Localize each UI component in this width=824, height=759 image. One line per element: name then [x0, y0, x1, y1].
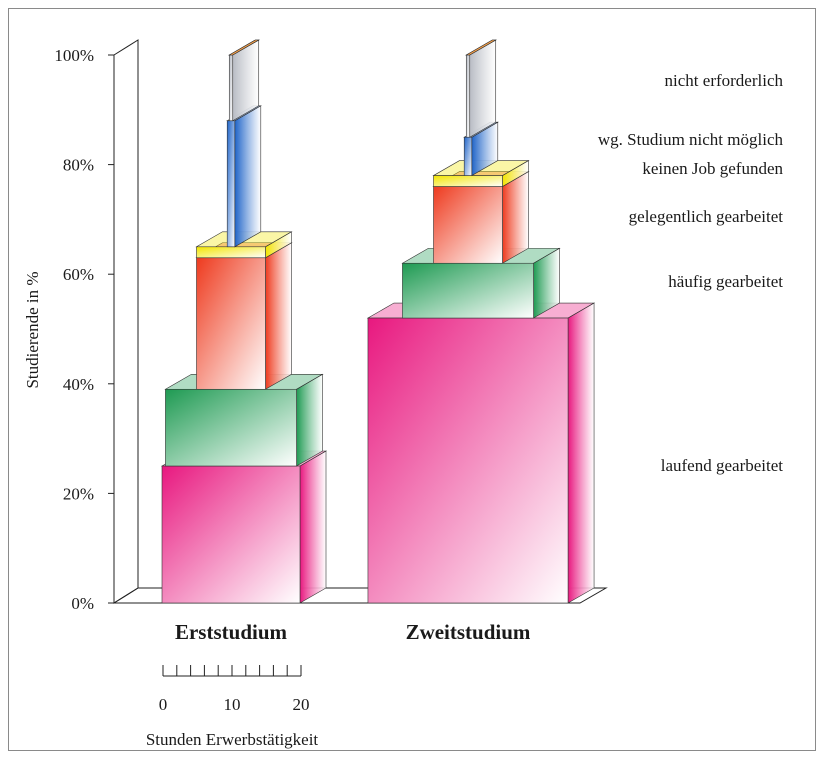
- bar-side: [299, 450, 327, 604]
- width-scale-tick-20: 20: [293, 695, 310, 714]
- back-wall: [113, 39, 139, 604]
- y-axis-title: Studierende in %: [23, 271, 42, 388]
- bar-front: [161, 465, 301, 604]
- bar-cap: [465, 39, 497, 56]
- bar-front: [433, 186, 503, 264]
- legend-gelegentlich-gearbeitet: gelegentlich gearbeitet: [629, 207, 784, 226]
- y-axis: 0% 20% 40% 60% 80% 100%: [54, 46, 114, 613]
- width-scale-tick-10: 10: [224, 695, 241, 714]
- y-tick-label: 100%: [54, 46, 94, 65]
- y-tick-label: 0%: [71, 594, 94, 613]
- category-label-erststudium: Erststudium: [175, 620, 288, 644]
- bar-front: [402, 262, 534, 319]
- bar-segment-erststudium-laufend-gearbeitet: [160, 450, 328, 604]
- legend-haeufig-gearbeitet: häufig gearbeitet: [668, 272, 783, 291]
- legend-wg-studium-nicht-moeglich: wg. Studium nicht möglich: [598, 130, 784, 149]
- bar-side: [502, 171, 529, 264]
- bar-segment-erststudium-gelegentlich-gearbeitet: [195, 242, 293, 390]
- bar-side: [469, 39, 497, 138]
- width-scale: 0 10 20 Stunden Erwerbstätigkeit: [146, 665, 319, 749]
- width-scale-title: Stunden Erwerbstätigkeit: [146, 730, 319, 749]
- bar-side: [265, 242, 292, 390]
- bar-front: [196, 257, 266, 390]
- category-label-zweitstudium: Zweitstudium: [406, 620, 531, 644]
- legend: nicht erforderlich wg. Studium nicht mög…: [598, 71, 784, 475]
- bar-side: [234, 105, 262, 248]
- y-tick-label: 80%: [63, 156, 94, 175]
- legend-nicht-erforderlich: nicht erforderlich: [665, 71, 784, 90]
- bar-front: [228, 54, 234, 122]
- bar-front: [196, 246, 266, 259]
- bar-segment-erststudium-wg-studium-nicht-moglich: [226, 105, 262, 248]
- y-tick-label: 60%: [63, 265, 94, 284]
- width-scale-tick-0: 0: [159, 695, 168, 714]
- bar-front: [165, 388, 297, 467]
- legend-keinen-job-gefunden: keinen Job gefunden: [642, 159, 783, 178]
- bar-segment-zweitstudium-laufend-gearbeitet: [366, 302, 596, 604]
- bar-front: [463, 136, 473, 176]
- chart-frame: [8, 8, 816, 751]
- bar-side: [567, 302, 595, 604]
- bar-front: [226, 120, 236, 248]
- bar-front: [433, 175, 503, 187]
- bar-cap: [228, 39, 260, 56]
- y-tick-label: 40%: [63, 375, 94, 394]
- legend-laufend-gearbeitet: laufend gearbeitet: [661, 456, 784, 475]
- bar-front: [367, 317, 569, 604]
- bar-front: [465, 54, 471, 138]
- bar-side: [296, 373, 323, 467]
- y-tick-label: 20%: [63, 484, 94, 503]
- bars: [160, 39, 596, 604]
